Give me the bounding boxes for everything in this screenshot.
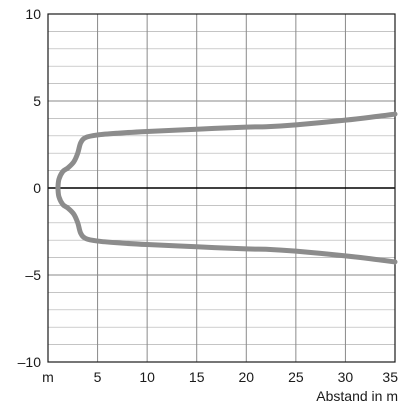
x-tick-label: 25 xyxy=(288,369,304,385)
y-tick-label: 5 xyxy=(33,93,41,109)
x-tick-label: 20 xyxy=(238,369,254,385)
x-axis-title: Abstand in m xyxy=(316,388,398,404)
x-tick-label: 30 xyxy=(338,369,354,385)
x-origin-unit-label: m xyxy=(42,369,54,385)
curves xyxy=(55,111,398,265)
y-tick-label: 0 xyxy=(33,180,41,196)
y-axis-tick-labels: 10 5 0 –5 –10 xyxy=(18,6,42,370)
x-tick-label: 10 xyxy=(139,369,155,385)
y-tick-label: 10 xyxy=(25,6,41,22)
y-tick-label: –5 xyxy=(25,267,41,283)
y-tick-label: –10 xyxy=(18,354,42,370)
upper-boundary-curve xyxy=(55,111,398,191)
x-tick-label: 5 xyxy=(94,369,102,385)
plot-frame xyxy=(47,13,396,363)
x-axis-tick-labels: 5 10 15 20 25 30 35 xyxy=(94,369,399,385)
lower-boundary-curve xyxy=(55,185,398,265)
x-tick-label: 35 xyxy=(382,369,398,385)
x-tick-label: 15 xyxy=(189,369,205,385)
